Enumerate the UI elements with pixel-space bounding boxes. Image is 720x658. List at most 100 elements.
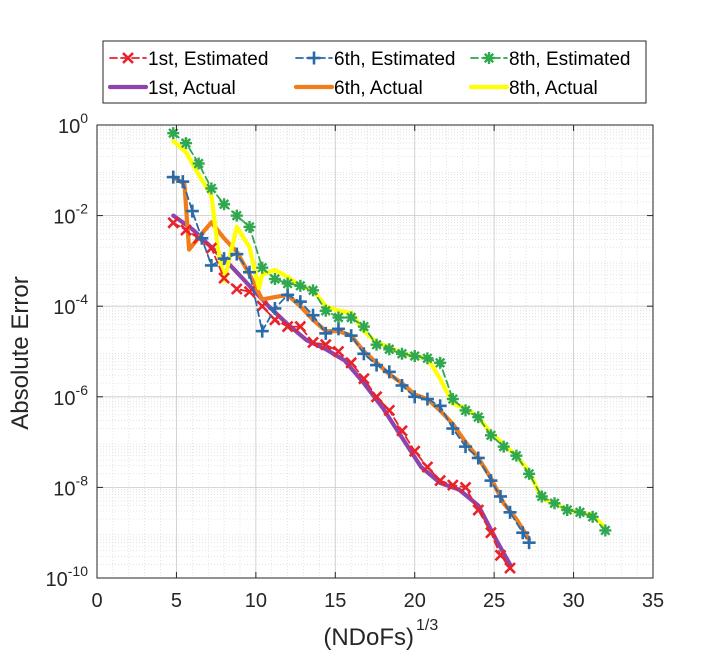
y-tick-label: 10-8 bbox=[53, 472, 88, 500]
tick-layer: 0 5 10 15 20 25 30 35 100 10-2 10-4 10-6 10-8 10-10 bbox=[46, 110, 665, 612]
x-axis-label-superscript: 1/3 bbox=[416, 617, 438, 634]
series-1st-estimated bbox=[167, 216, 516, 574]
data-point-6th-estimated bbox=[446, 422, 460, 436]
data-point-6th-estimated bbox=[516, 526, 530, 540]
data-point-6th-estimated bbox=[204, 258, 218, 272]
series-line-6th-actual bbox=[171, 175, 532, 542]
legend-label: 8th, Estimated bbox=[509, 49, 630, 70]
x-tick-label: 0 bbox=[91, 590, 102, 612]
data-point-8th-estimated bbox=[205, 182, 218, 195]
data-point-8th-estimated bbox=[497, 440, 510, 453]
data-point-1st-estimated bbox=[218, 272, 231, 285]
x-tick-label: 35 bbox=[642, 590, 664, 612]
data-point-8th-estimated bbox=[345, 311, 358, 324]
data-point-8th-estimated bbox=[357, 320, 370, 333]
data-point-6th-estimated bbox=[243, 265, 257, 279]
data-point-6th-estimated bbox=[357, 347, 371, 361]
data-point-8th-estimated bbox=[230, 209, 243, 222]
data-point-6th-estimated bbox=[408, 390, 422, 404]
legend-entry-8th-estimated: 8th, Estimated bbox=[470, 49, 630, 70]
data-point-6th-estimated bbox=[459, 440, 473, 454]
data-point-1st-estimated bbox=[357, 372, 370, 385]
data-point-1st-estimated bbox=[205, 242, 218, 255]
data-point-8th-estimated bbox=[599, 524, 612, 537]
data-point-1st-estimated bbox=[485, 526, 497, 539]
x-tick-label: 20 bbox=[404, 590, 426, 612]
y-tick-label: 10-10 bbox=[46, 563, 89, 591]
data-point-1st-estimated bbox=[319, 338, 332, 351]
data-point-8th-estimated bbox=[243, 220, 256, 233]
data-point-1st-estimated bbox=[345, 356, 358, 369]
data-point-1st-estimated bbox=[472, 504, 485, 516]
data-point-6th-estimated bbox=[484, 474, 498, 488]
data-point-6th-estimated bbox=[306, 308, 320, 322]
data-point-1st-estimated bbox=[256, 300, 269, 313]
data-point-8th-estimated bbox=[396, 347, 409, 360]
legend-entry-1st-estimated: 1st, Estimated bbox=[109, 49, 268, 70]
legend-entry-6th-estimated: 6th, Estimated bbox=[295, 49, 455, 70]
y-tick-label: 100 bbox=[58, 110, 88, 138]
data-point-6th-estimated bbox=[185, 204, 199, 218]
data-point-1st-estimated bbox=[446, 479, 459, 492]
data-point-8th-estimated bbox=[561, 504, 574, 517]
series-1st-actual bbox=[171, 213, 513, 567]
x-tick-label: 5 bbox=[171, 590, 182, 612]
data-point-6th-estimated bbox=[281, 288, 295, 302]
data-point-1st-estimated bbox=[307, 336, 319, 349]
legend-marker bbox=[307, 51, 321, 65]
legend-label: 1st, Actual bbox=[148, 78, 236, 99]
data-point-6th-estimated bbox=[255, 324, 269, 338]
series-6th-estimated bbox=[166, 170, 536, 550]
axes-box bbox=[96, 124, 654, 579]
legend-label: 6th, Actual bbox=[334, 78, 423, 99]
data-point-6th-estimated bbox=[370, 358, 384, 372]
data-point-6th-estimated bbox=[395, 378, 409, 392]
data-point-1st-estimated bbox=[408, 445, 421, 458]
x-tick-label: 30 bbox=[562, 590, 584, 612]
data-point-8th-estimated bbox=[281, 277, 294, 290]
data-point-6th-estimated bbox=[331, 322, 345, 336]
data-point-1st-estimated bbox=[281, 320, 294, 333]
legend-label: 6th, Estimated bbox=[334, 49, 455, 70]
data-point-1st-estimated bbox=[383, 404, 396, 417]
x-axis-label: (NDoFs) 1/3 bbox=[323, 617, 438, 651]
data-point-8th-estimated bbox=[307, 284, 320, 297]
data-point-6th-estimated bbox=[503, 505, 517, 519]
series-6th-actual bbox=[171, 175, 532, 542]
series-layer bbox=[166, 127, 612, 574]
data-point-1st-estimated bbox=[230, 283, 243, 295]
data-point-1st-estimated bbox=[269, 313, 281, 326]
data-point-8th-estimated bbox=[408, 350, 421, 363]
data-point-8th-estimated bbox=[421, 352, 434, 365]
data-point-6th-estimated bbox=[382, 365, 396, 379]
data-point-8th-estimated bbox=[383, 343, 396, 356]
data-point-6th-estimated bbox=[217, 252, 231, 266]
data-point-8th-estimated bbox=[256, 261, 269, 274]
data-point-8th-estimated bbox=[268, 273, 281, 286]
data-point-8th-estimated bbox=[434, 356, 447, 369]
data-point-8th-estimated bbox=[510, 449, 523, 462]
x-tick-label: 10 bbox=[245, 590, 267, 612]
data-point-1st-estimated bbox=[180, 224, 192, 237]
data-point-1st-estimated bbox=[421, 461, 434, 473]
data-point-8th-estimated bbox=[446, 393, 459, 406]
data-point-6th-estimated bbox=[176, 175, 190, 189]
data-point-8th-estimated bbox=[586, 510, 599, 523]
y-tick-label: 10-2 bbox=[53, 201, 88, 229]
data-point-8th-estimated bbox=[535, 490, 548, 503]
data-point-8th-estimated bbox=[523, 467, 536, 480]
data-point-6th-estimated bbox=[433, 399, 447, 413]
data-point-8th-estimated bbox=[370, 338, 383, 351]
data-point-8th-estimated bbox=[332, 311, 345, 324]
legend: 1st, Estimated 6th, Estimated 8th, Estimat… bbox=[102, 40, 647, 104]
data-point-1st-estimated bbox=[396, 424, 408, 437]
legend-entry-8th-actual: 8th, Actual bbox=[468, 78, 598, 99]
data-point-8th-estimated bbox=[573, 506, 586, 519]
data-point-8th-estimated bbox=[218, 198, 231, 211]
data-point-1st-estimated bbox=[294, 320, 307, 333]
data-point-6th-estimated bbox=[471, 451, 485, 465]
series-8th-estimated bbox=[167, 127, 612, 537]
x-tick-label: 25 bbox=[483, 590, 505, 612]
data-point-6th-estimated bbox=[293, 295, 307, 309]
